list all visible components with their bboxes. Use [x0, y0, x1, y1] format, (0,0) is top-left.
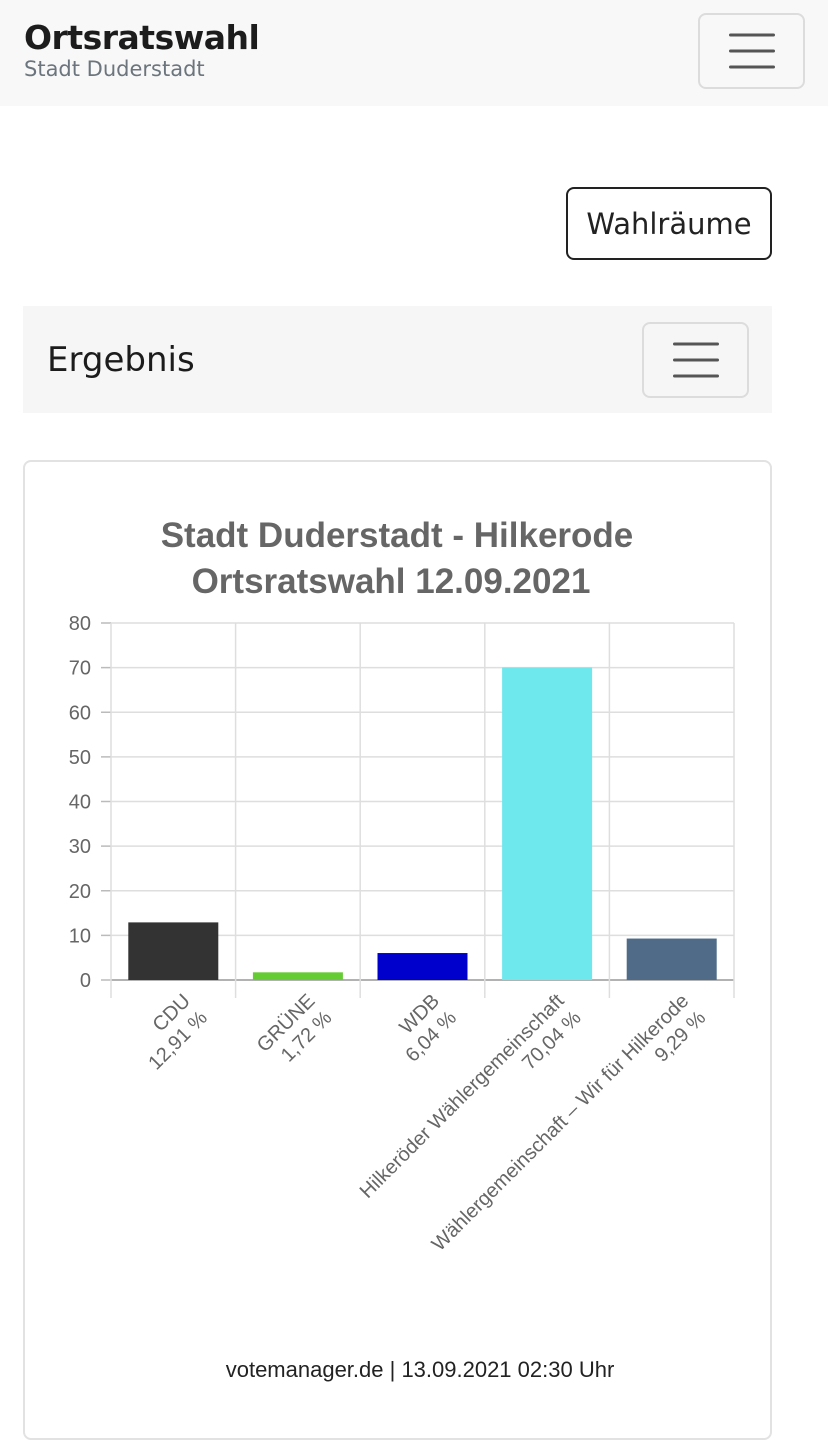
- result-navbar: Ergebnis: [23, 306, 772, 413]
- y-tick-label: 0: [80, 970, 91, 992]
- chart-subtitle: Ortsratswahl 12.09.2021: [192, 562, 591, 601]
- app-subtitle: Stadt Duderstadt: [24, 57, 205, 81]
- category-name: Hilkeröder Wählergemeinschaft: [356, 990, 569, 1203]
- x-tick-label: GRÜNE1,72 %: [253, 990, 337, 1074]
- result-title: Ergebnis: [47, 340, 195, 380]
- y-tick-label: 10: [69, 925, 91, 947]
- app-title[interactable]: Ortsratswahl: [24, 18, 260, 57]
- y-tick-label: 70: [69, 658, 91, 680]
- x-tick-label: CDU12,91 %: [127, 990, 212, 1075]
- x-tick-label: WDB6,04 %: [384, 990, 461, 1067]
- chart-footer: votemanager.de | 13.09.2021 02:30 Uhr: [226, 1357, 615, 1382]
- y-tick-label: 50: [69, 747, 91, 769]
- bar-1: [128, 922, 219, 980]
- y-tick-label: 20: [69, 881, 91, 903]
- y-tick-label: 40: [69, 792, 91, 814]
- bar-3: [377, 953, 468, 980]
- result-menu-button[interactable]: [642, 322, 749, 398]
- x-tick-label: Hilkeröder Wählergemeinschaft70,04 %: [356, 990, 586, 1220]
- bar-4: [502, 667, 593, 980]
- chart-title: Stadt Duderstadt - Hilkerode: [161, 516, 634, 555]
- y-tick-label: 80: [69, 613, 91, 635]
- hamburger-icon: [728, 33, 775, 69]
- main-menu-button[interactable]: [698, 13, 805, 89]
- plot-area: 0 10 20 30 40 50 60 70 80 CDU12,91 % GRÜNE1,72 % WD…: [69, 613, 735, 1255]
- bar-2: [252, 972, 343, 980]
- y-tick-label: 60: [69, 702, 91, 724]
- wahlraeume-button[interactable]: Wahlräume: [566, 187, 772, 260]
- hamburger-icon: [672, 342, 719, 378]
- bar-5: [626, 938, 717, 980]
- top-navbar: Ortsratswahl Stadt Duderstadt: [0, 0, 828, 106]
- y-tick-label: 30: [69, 836, 91, 858]
